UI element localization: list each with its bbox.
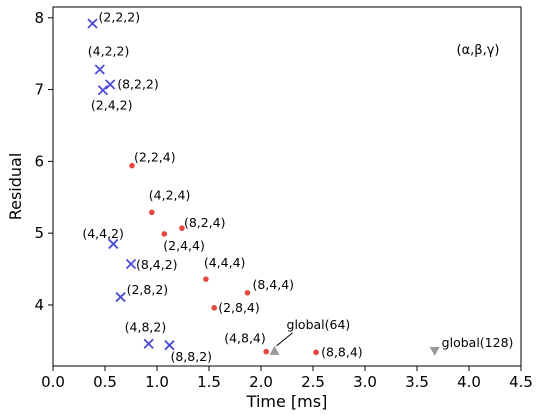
point-label: (4,8,2): [125, 320, 167, 335]
point-label: (4,8,4): [224, 331, 266, 346]
point-label: (2,2,2): [99, 10, 141, 25]
parameter-annotation: (α,β,γ): [457, 43, 500, 58]
dot-marker: [244, 289, 251, 296]
point-label: global(128): [442, 335, 514, 350]
triangle-marker: [429, 346, 440, 356]
point-label: (8,2,4): [184, 215, 226, 230]
x-tick-label: 0.5: [93, 373, 117, 391]
y-axis-label: Residual: [6, 153, 25, 221]
triangle-marker: [269, 345, 280, 355]
point-label: (4,2,4): [149, 187, 191, 202]
point-label: (8,4,4): [252, 277, 294, 292]
x-tick-label: 1.0: [145, 373, 169, 391]
dot-marker: [161, 231, 168, 237]
x-tick-label: 3.0: [353, 373, 377, 391]
x-tick-label: 3.5: [405, 373, 429, 391]
point-label: (8,8,4): [321, 344, 363, 359]
point-label: (8,4,2): [136, 257, 178, 272]
dot-marker: [211, 305, 217, 311]
point-labels-layer: (2,2,2) (4,2,2) (8,2,2) (2,4,2) (4,4,2) (8,4,…: [82, 10, 513, 365]
cross-marker: [115, 291, 126, 303]
cross-marker: [94, 64, 105, 75]
dot-marker: [203, 276, 209, 282]
cross-marker: [125, 258, 137, 270]
point-label: (2,4,2): [91, 97, 133, 112]
dot-marker: [263, 348, 270, 355]
cross-marker: [143, 338, 154, 349]
annotation-arrow: [276, 332, 293, 347]
point-label: (4,4,2): [82, 226, 124, 241]
x-tick-label: 0.0: [41, 373, 65, 391]
y-tick-label: 4: [34, 296, 44, 314]
cross-marker: [87, 18, 98, 29]
x-tick-label: 2.0: [249, 373, 273, 391]
marks-layer: [87, 18, 440, 356]
cross-marker: [108, 238, 119, 250]
point-label: (4,4,4): [204, 255, 246, 270]
dot-marker: [149, 209, 155, 216]
x-tick-label: 1.5: [197, 373, 221, 391]
dot-marker: [313, 349, 319, 356]
point-label: (2,8,2): [127, 282, 169, 297]
point-label: (8,8,2): [170, 349, 212, 364]
plot-frame: [52, 6, 522, 367]
point-label: global(64): [287, 317, 351, 332]
point-label: (8,2,2): [117, 77, 159, 92]
point-label: (2,8,4): [218, 300, 260, 315]
y-tick-label: 8: [34, 9, 44, 27]
y-axis-ticks: 4 5 6 7 8: [34, 9, 53, 314]
x-axis-label: Time [ms]: [246, 392, 328, 411]
point-label: (4,2,2): [88, 43, 130, 58]
cross-marker: [105, 79, 116, 90]
y-tick-label: 6: [34, 152, 44, 170]
point-label: (2,4,4): [163, 238, 205, 253]
cross-marker: [164, 340, 175, 351]
x-tick-label: 2.5: [301, 373, 325, 391]
y-tick-label: 7: [34, 81, 44, 99]
dot-marker: [179, 225, 185, 231]
x-tick-label: 4.5: [509, 373, 533, 391]
x-tick-label: 4.0: [457, 373, 481, 391]
cross-marker: [97, 85, 109, 96]
y-tick-label: 5: [34, 224, 44, 242]
x-axis-ticks: 0.0 0.5 1.0 1.5 2.0 2.5 3.0 3.5 4.0 4.5: [41, 366, 533, 391]
point-label: (2,2,4): [134, 150, 176, 165]
dot-marker: [129, 162, 135, 169]
